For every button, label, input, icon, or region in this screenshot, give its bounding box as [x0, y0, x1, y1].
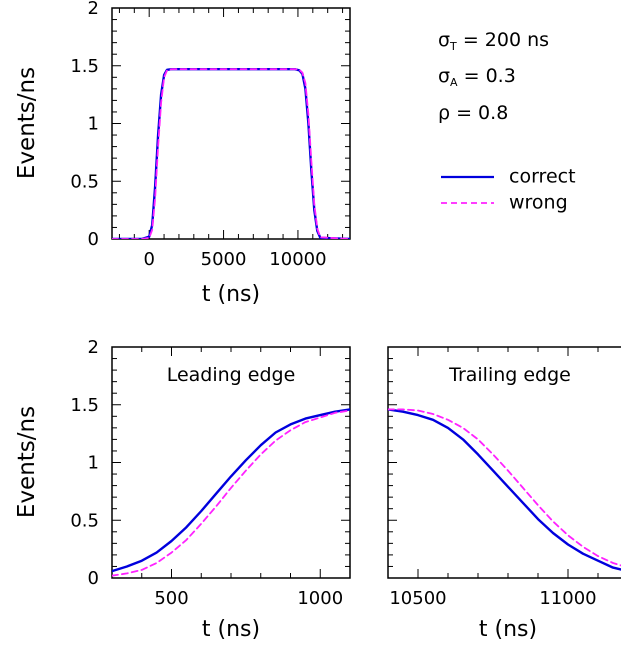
series-line-correct — [112, 67, 350, 239]
series-line-wrong — [112, 68, 350, 239]
series-line-wrong — [112, 409, 350, 577]
legend-label-correct: correct — [509, 166, 576, 188]
panel-title: Trailing edge — [448, 364, 571, 386]
x-tick-label: 10000 — [269, 249, 326, 270]
y-tick-label: 1 — [88, 114, 99, 135]
y-axis-label: Events/ns — [14, 67, 40, 179]
y-tick-label: 0 — [88, 229, 99, 250]
panel-leading-edge: 500 1000 0 0.5 1 1.5 2 t (ns) Events/ns Leading e… — [14, 337, 351, 642]
x-tick-label: 11000 — [539, 588, 596, 609]
y-tick-label: 1.5 — [70, 395, 99, 416]
legend-label-wrong: wrong — [509, 192, 568, 214]
y-tick-label: 0.5 — [70, 171, 99, 192]
x-tick-label: 10500 — [389, 588, 446, 609]
x-tick-label: 1000 — [297, 588, 343, 609]
series-line-correct — [388, 408, 621, 571]
x-axis-label: t (ns) — [202, 617, 260, 642]
y-axis-label: Events/ns — [14, 406, 40, 518]
series-line-correct — [112, 408, 350, 573]
x-axis-label: t (ns) — [202, 282, 260, 307]
y-tick-label: 1.5 — [70, 56, 99, 77]
x-tick-label: 500 — [154, 588, 188, 609]
y-tick-label: 2 — [88, 0, 99, 19]
x-tick-label: 0 — [143, 249, 154, 270]
panel-full-pulse: 0 5000 10000 0 0.5 1 1.5 2 t (ns) Events/ns — [14, 0, 351, 307]
param-sigma-t: σT = 200 ns — [438, 29, 549, 53]
y-tick-label: 1 — [88, 453, 99, 474]
x-axis-label: t (ns) — [479, 617, 537, 642]
series-line-wrong — [388, 408, 621, 567]
y-tick-label: 0.5 — [70, 510, 99, 531]
y-tick-label: 0 — [88, 568, 99, 589]
legend: σT = 200 ns σA = 0.3 ρ = 0.8 correct wro… — [438, 29, 576, 214]
param-rho: ρ = 0.8 — [438, 102, 508, 124]
y-tick-label: 2 — [88, 337, 99, 358]
param-sigma-a: σA = 0.3 — [438, 65, 516, 89]
x-tick-label: 5000 — [201, 249, 247, 270]
panel-title: Leading edge — [167, 364, 296, 386]
